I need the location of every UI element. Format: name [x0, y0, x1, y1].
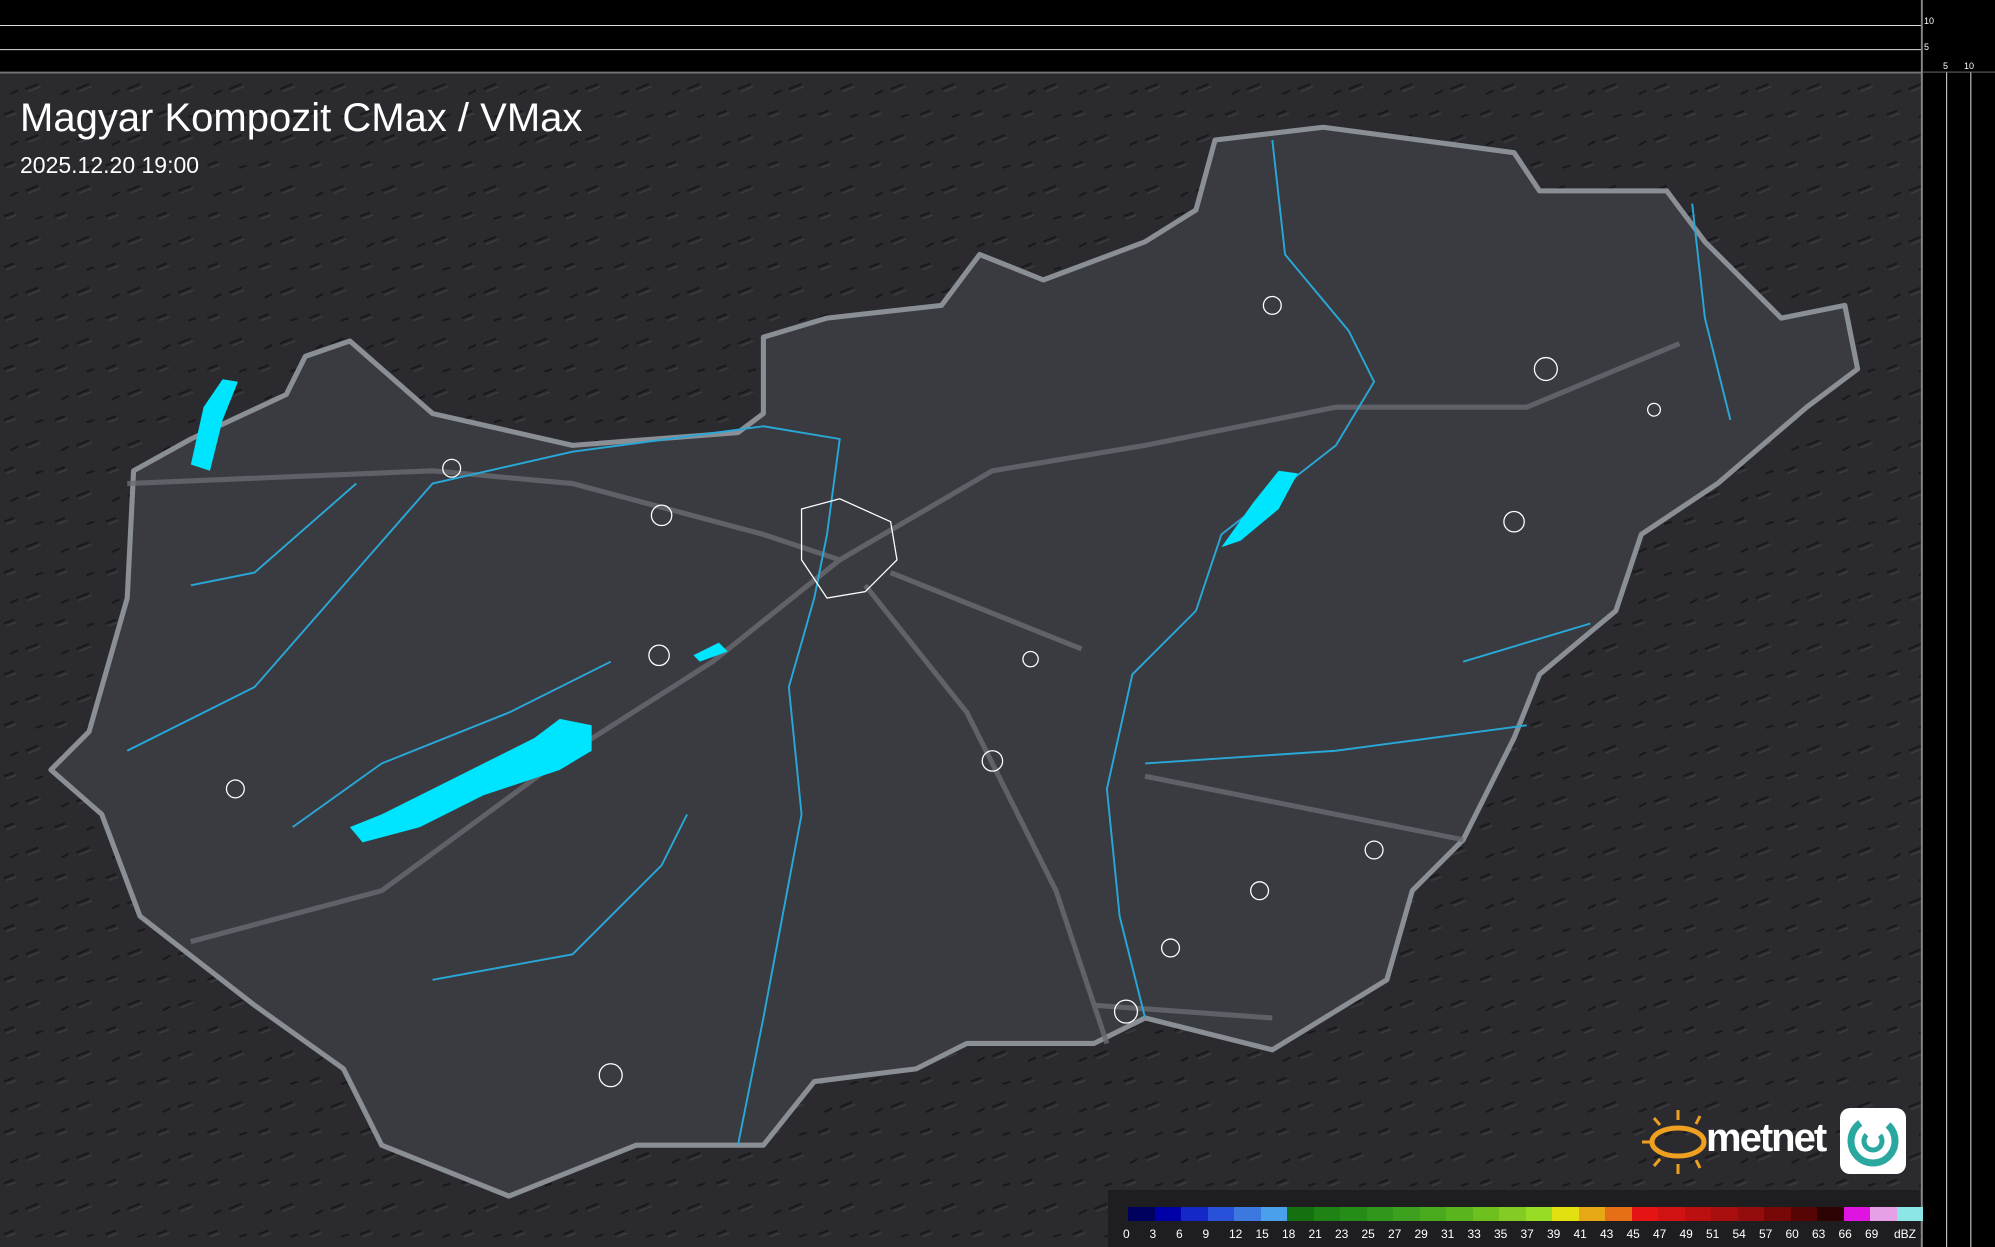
legend-label: 33 [1467, 1227, 1481, 1241]
legend-label: 15 [1255, 1227, 1269, 1241]
legend-swatch: 43 [1600, 1207, 1632, 1241]
map-timestamp: 2025.12.20 19:00 [20, 152, 200, 178]
legend-label: 63 [1812, 1227, 1826, 1241]
metnet-logo: metnet [1638, 1106, 1910, 1178]
legend-swatch: 69 [1865, 1207, 1897, 1241]
lakes [190, 379, 1298, 843]
swirl-icon [1840, 1108, 1906, 1174]
top-profile-panel [0, 0, 1995, 73]
legend-swatch: 31 [1441, 1207, 1473, 1241]
legend-label: 39 [1547, 1227, 1561, 1241]
rivers [126, 139, 1732, 1146]
sun-icon [1642, 1110, 1707, 1174]
legend-label: 45 [1626, 1227, 1640, 1241]
legend-label: 25 [1361, 1227, 1375, 1241]
legend-label: 12 [1229, 1227, 1243, 1241]
dbz-legend: 0 3 6 9 12 15 18 21 23 25 27 29 31 33 35 37 39 41 43 45 47 49… [1108, 1190, 1923, 1247]
legend-label: 23 [1335, 1227, 1349, 1241]
legend-label: 49 [1679, 1227, 1693, 1241]
legend-swatch: 49 [1680, 1207, 1711, 1241]
legend-swatch: 23 [1335, 1207, 1367, 1241]
legend-label: 37 [1520, 1227, 1534, 1241]
legend-swatch: 3 [1150, 1207, 1181, 1241]
city-outlines [225, 295, 1662, 1088]
legend-swatch: 47 [1653, 1207, 1685, 1241]
legend-swatch: 39 [1547, 1207, 1579, 1241]
lake-balaton [349, 718, 592, 843]
side-profile-panel [1922, 72, 1995, 1247]
legend-label: 51 [1706, 1227, 1720, 1241]
legend-swatch: 45 [1627, 1207, 1658, 1241]
legend-swatch: 66 [1839, 1207, 1870, 1241]
lake-velence [693, 642, 728, 662]
legend-label: 27 [1388, 1227, 1402, 1241]
legend-swatch: 12 [1229, 1207, 1261, 1241]
legend-swatch: 63 [1812, 1207, 1844, 1241]
legend-swatch: 0 [1123, 1207, 1155, 1241]
legend-swatch: 54 [1733, 1207, 1764, 1241]
legend-swatch: 9 [1203, 1207, 1234, 1241]
legend-unit: dBZ [1894, 1227, 1917, 1241]
legend-label: 60 [1785, 1227, 1799, 1241]
legend-swatch: 35 [1494, 1207, 1526, 1241]
legend-swatch [1896, 1207, 1923, 1221]
legend-label: 54 [1732, 1227, 1746, 1241]
legend-swatch: 29 [1415, 1207, 1446, 1241]
legend-label: 47 [1653, 1227, 1667, 1241]
lake-tisza [1221, 470, 1298, 548]
legend-label: 0 [1123, 1227, 1130, 1241]
legend-swatch: 41 [1574, 1207, 1605, 1241]
legend-swatch: 37 [1521, 1207, 1552, 1241]
hungary-border [48, 124, 1861, 1199]
brand-name: metnet [1706, 1116, 1827, 1160]
legend-swatch: 60 [1786, 1207, 1817, 1241]
profile-tick-10: 10 [1924, 16, 1935, 26]
side-tick-5: 5 [1943, 61, 1949, 71]
legend-label: 57 [1759, 1227, 1773, 1241]
legend-label: 41 [1573, 1227, 1587, 1241]
legend-swatch: 21 [1309, 1207, 1340, 1241]
legend-swatch: 18 [1282, 1207, 1314, 1241]
legend-swatch: 27 [1388, 1207, 1420, 1241]
legend-swatch: 6 [1176, 1207, 1208, 1241]
legend-label: 69 [1865, 1227, 1879, 1241]
legend-label: 9 [1202, 1227, 1210, 1241]
legend-label: 6 [1176, 1227, 1183, 1241]
map-title: Magyar Kompozit CMax / VMax [20, 96, 583, 140]
legend-label: 43 [1600, 1227, 1614, 1241]
legend-swatch: 15 [1256, 1207, 1287, 1241]
legend-label: 3 [1149, 1227, 1157, 1241]
legend-label: 18 [1282, 1227, 1296, 1241]
legend-swatch: 57 [1759, 1207, 1791, 1241]
legend-label: 31 [1441, 1227, 1455, 1241]
lake-ferto [190, 379, 238, 471]
legend-label: 29 [1414, 1227, 1428, 1241]
side-tick-10: 10 [1964, 61, 1975, 71]
legend-label: 21 [1308, 1227, 1322, 1241]
profile-tick-5: 5 [1924, 42, 1930, 52]
legend-label: 35 [1494, 1227, 1508, 1241]
legend-swatch: 33 [1468, 1207, 1499, 1241]
legend-swatch: 25 [1362, 1207, 1393, 1241]
legend-swatch: 51 [1706, 1207, 1738, 1241]
legend-label: 66 [1838, 1227, 1852, 1241]
color-scale: 0 3 6 9 12 15 18 21 23 25 27 29 31 33 35 37 39 41 43 45 47 49… [1123, 1207, 1923, 1241]
